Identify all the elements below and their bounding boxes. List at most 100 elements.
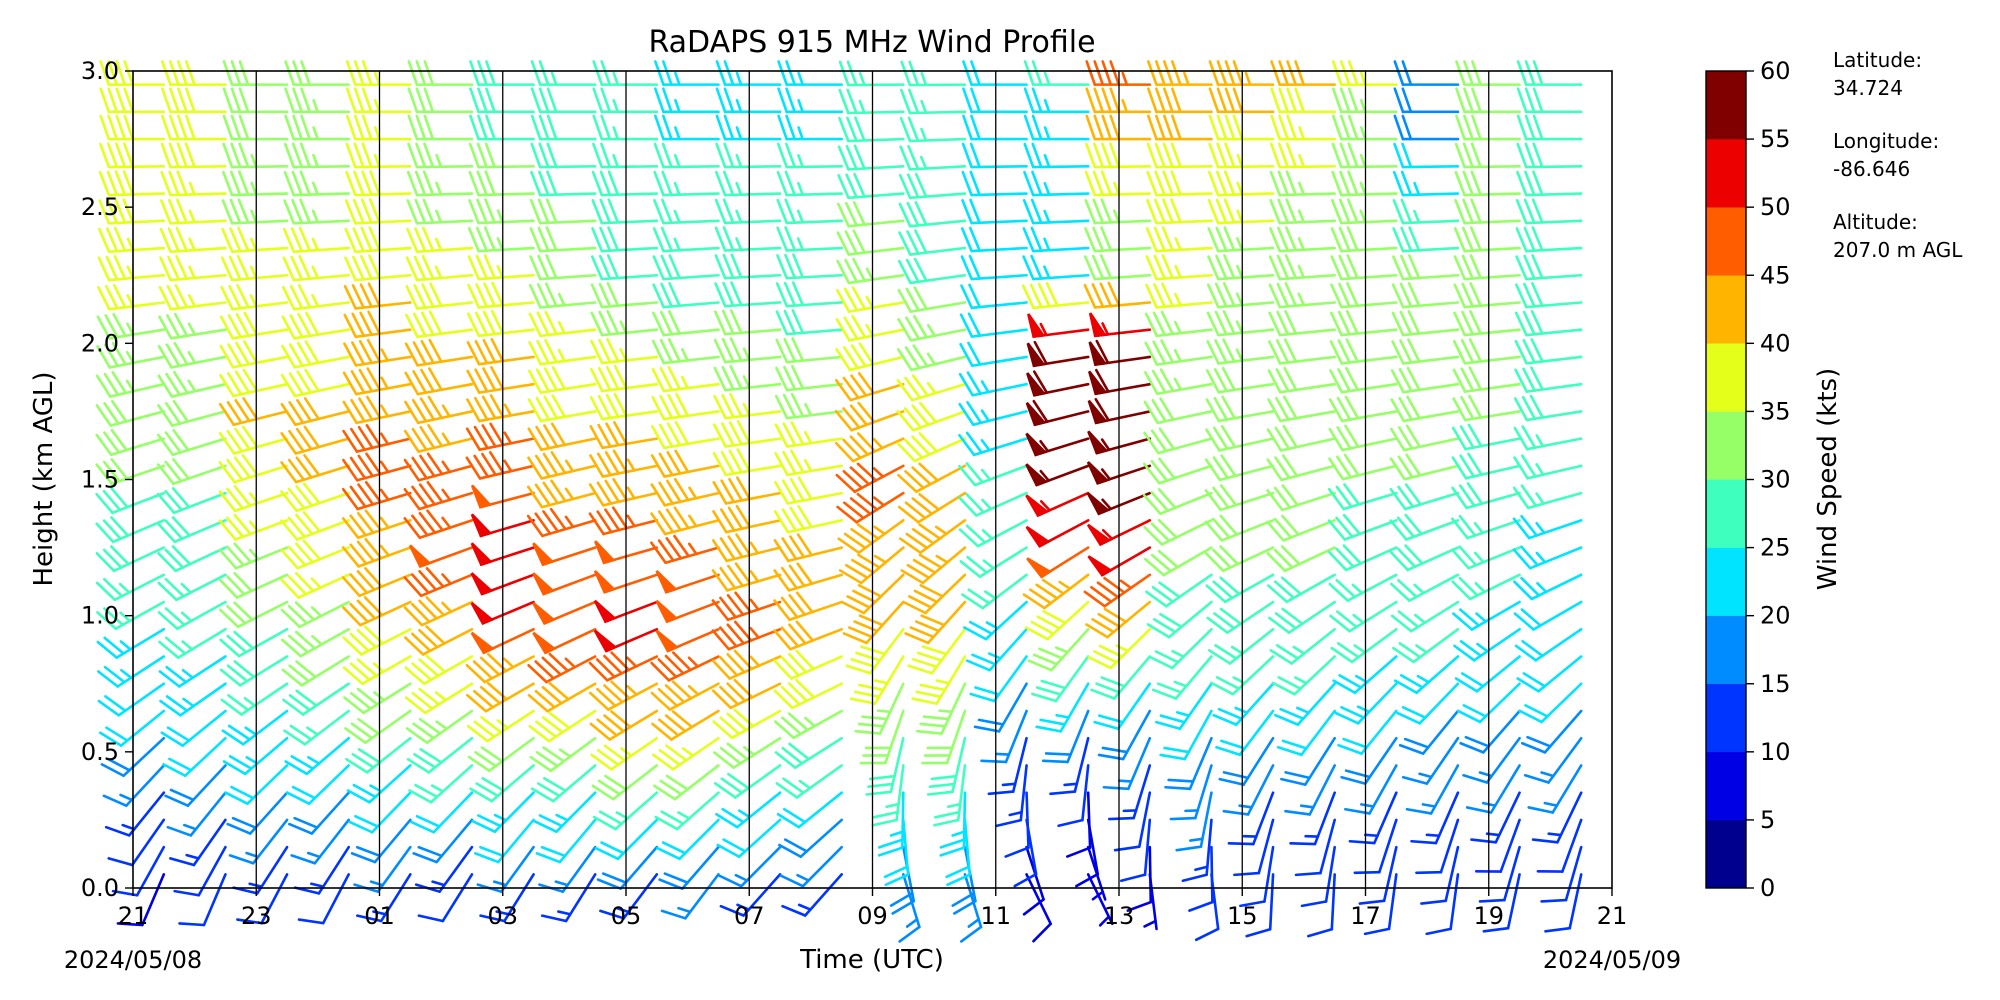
wind-barb [651, 392, 720, 421]
wind-barb [713, 392, 782, 420]
wind-barb [774, 449, 843, 477]
wind-barb [652, 226, 720, 253]
wind-barb [1410, 791, 1460, 845]
wind-barb [1206, 338, 1275, 365]
wind-barb [834, 372, 905, 402]
x-tick-label: 17 [1350, 902, 1381, 930]
wind-barb [871, 764, 905, 827]
wind-barb [1451, 545, 1521, 570]
wind-barb [1425, 873, 1460, 936]
colorbar-segment [1705, 138, 1747, 208]
wind-barb [1145, 226, 1213, 253]
wind-barb [1145, 573, 1213, 608]
y-tick-label: 2.0 [81, 329, 119, 357]
wind-barb [1392, 198, 1460, 225]
wind-barb [1393, 142, 1460, 169]
wind-barb [898, 873, 921, 943]
wind-barb [1025, 519, 1090, 548]
wind-barb [1515, 226, 1583, 253]
wind-barb [470, 600, 535, 626]
wind-barb [1393, 655, 1460, 695]
wind-barb [166, 791, 227, 837]
wind-barb [157, 370, 227, 398]
wind-barb [341, 480, 412, 511]
wind-barb [532, 627, 597, 655]
wind-barb [838, 88, 905, 115]
wind-barb [1204, 545, 1275, 573]
wind-barb [1267, 573, 1336, 604]
wind-barb [160, 198, 227, 225]
wind-barb [774, 421, 843, 448]
wind-barb [222, 142, 289, 169]
wind-barb [1147, 114, 1213, 141]
wind-barb [467, 281, 535, 309]
wind-barb [404, 367, 474, 396]
wind-barb [222, 60, 289, 86]
colorbar-segment [1705, 70, 1747, 140]
wind-barb [837, 144, 905, 171]
wind-barb [350, 818, 412, 864]
wind-barb [907, 627, 967, 675]
wind-barb [169, 818, 227, 867]
wind-barb [654, 60, 720, 86]
wind-barb [1328, 573, 1398, 602]
wind-barb [1452, 338, 1521, 365]
wind-barb [719, 873, 782, 917]
x-axis-ticks: 21 23 01 03 05 07 09 11 13 15 17 19 21 [118, 888, 1627, 930]
wind-barb [1516, 87, 1583, 114]
wind-barb [530, 764, 597, 803]
wind-barb [527, 652, 597, 684]
wind-barb [836, 201, 905, 228]
wind-barb [218, 485, 289, 513]
wind-barb [1025, 399, 1090, 427]
wind-barb [470, 484, 535, 509]
wind-barb [1452, 600, 1521, 631]
wind-barb [1390, 366, 1460, 394]
wind-barb [1391, 338, 1460, 365]
wind-barb [589, 709, 659, 741]
wind-barb [530, 60, 597, 86]
wind-barb [865, 736, 905, 796]
wind-barb [1148, 627, 1213, 670]
wind-barb [1239, 845, 1275, 908]
wind-barb [969, 655, 1028, 703]
wind-barb [282, 226, 350, 253]
wind-barb [1515, 198, 1583, 225]
wind-barb [1169, 764, 1213, 821]
wind-barb [1337, 709, 1398, 755]
start-date-label: 2024/05/08 [64, 946, 202, 974]
wind-barb [655, 627, 720, 653]
wind-barb [958, 519, 1028, 548]
wind-barb [95, 545, 166, 573]
wind-barb [280, 482, 350, 513]
wind-barb [1207, 198, 1275, 225]
colorbar-segment [1705, 411, 1747, 480]
wind-barb [348, 791, 412, 834]
wind-barb [921, 709, 967, 765]
wind-barb [650, 506, 720, 536]
wind-barbs-layer [95, 60, 1583, 943]
wind-barb [1175, 791, 1213, 852]
wind-barb [1204, 514, 1275, 542]
wind-barb [712, 448, 782, 477]
wind-barb [157, 429, 227, 457]
wind-barb [280, 600, 350, 629]
wind-barb [653, 142, 720, 169]
wind-barb [528, 709, 597, 743]
wind-barb [160, 170, 227, 197]
wind-barb [281, 283, 350, 311]
wind-barb [594, 540, 659, 565]
wind-barb [1143, 427, 1213, 455]
x-tick-label: 21 [118, 902, 149, 930]
wind-barb [1208, 114, 1275, 141]
wind-barb [1452, 366, 1521, 393]
wind-barb [1389, 483, 1460, 511]
wind-barb [1021, 282, 1090, 310]
wind-barb [1454, 655, 1521, 693]
wind-barb [1284, 764, 1336, 816]
wind-barb [161, 60, 227, 86]
wind-barb [961, 142, 1028, 169]
wind-barb [1451, 423, 1521, 451]
wind-barb [95, 487, 166, 515]
wind-barb [960, 226, 1028, 253]
